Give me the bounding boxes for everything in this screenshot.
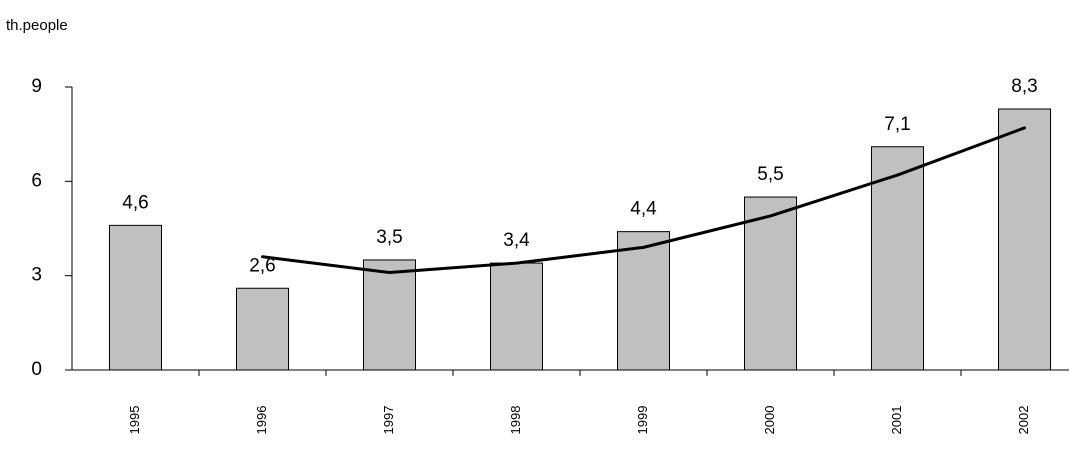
x-tick-label: 2002 bbox=[1016, 406, 1031, 435]
bar bbox=[236, 287, 289, 371]
data-label: 3,5 bbox=[376, 227, 402, 248]
data-label: 4,6 bbox=[122, 192, 148, 213]
data-label: 2,6 bbox=[249, 255, 275, 276]
data-label: 3,4 bbox=[503, 230, 530, 251]
trend-line bbox=[261, 126, 1026, 275]
bar bbox=[871, 146, 924, 371]
x-tick-label: 1997 bbox=[381, 406, 396, 435]
data-label: 5,5 bbox=[757, 164, 783, 185]
data-label: 8,3 bbox=[1011, 76, 1037, 97]
x-tick-label: 2000 bbox=[762, 406, 777, 435]
y-tick-label: 9 bbox=[31, 76, 42, 97]
bar bbox=[617, 231, 670, 371]
bar bbox=[744, 196, 797, 371]
x-tick-label: 2001 bbox=[889, 406, 904, 435]
y-tick-label: 6 bbox=[31, 170, 42, 191]
x-tick-label: 1995 bbox=[127, 406, 142, 435]
y-tick-label: 0 bbox=[31, 359, 42, 380]
data-label: 4,4 bbox=[630, 199, 657, 220]
x-tick-label: 1998 bbox=[508, 406, 523, 435]
x-tick-label: 1999 bbox=[635, 406, 650, 435]
bar bbox=[998, 108, 1051, 371]
bar bbox=[490, 262, 543, 371]
y-tick-label: 3 bbox=[31, 265, 42, 286]
data-label: 7,1 bbox=[884, 114, 910, 135]
y-axis-label: th.people bbox=[6, 17, 68, 34]
bar bbox=[109, 224, 162, 371]
bar bbox=[363, 259, 416, 371]
x-tick-label: 1996 bbox=[254, 406, 269, 435]
